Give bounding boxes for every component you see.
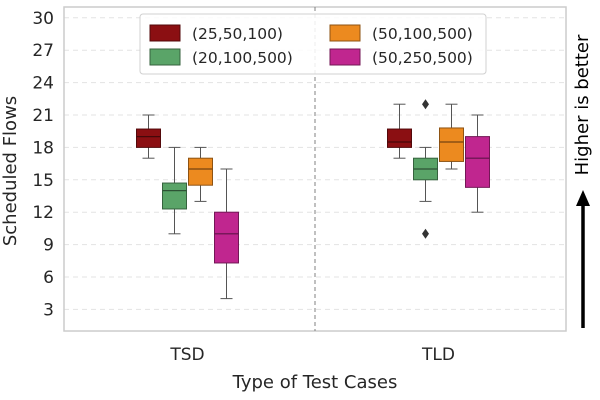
legend-label: (20,100,500) xyxy=(192,49,293,67)
box-tsd-series-3 xyxy=(188,146,213,202)
higher-is-better-label: Higher is better xyxy=(572,34,593,175)
box-tsd-series-2 xyxy=(162,146,187,235)
y-tick-label-21: 21 xyxy=(32,106,54,126)
legend-frame xyxy=(139,13,487,75)
box-tld-series-2 xyxy=(413,99,438,239)
box-tsd-series-1 xyxy=(136,114,161,159)
box-layer xyxy=(136,99,490,300)
y-tick-label-18: 18 xyxy=(32,138,54,158)
x-tick-labels: TSD TLD xyxy=(169,345,455,365)
x-tick-label-tld: TLD xyxy=(421,345,455,365)
box-body xyxy=(387,128,412,148)
x-tick-label-tsd: TSD xyxy=(169,345,204,365)
legend-item-2: (20,100,500) xyxy=(149,48,293,67)
legend-swatch xyxy=(149,24,181,42)
box-tsd-series-4 xyxy=(214,168,239,300)
box-tld-series-1 xyxy=(387,103,412,159)
y-tick-label-9: 9 xyxy=(43,236,54,256)
x-axis-label: Type of Test Cases xyxy=(232,372,398,393)
y-tick-label-24: 24 xyxy=(32,74,54,94)
outlier-marker-1 xyxy=(422,99,429,110)
higher-is-better-annotation: Higher is better xyxy=(572,34,593,328)
legend-item-1: (25,50,100) xyxy=(149,24,283,43)
y-tick-label-3: 3 xyxy=(43,300,54,320)
up-arrow-head-icon xyxy=(576,190,590,206)
legend-label: (50,100,500) xyxy=(372,25,473,43)
box-body xyxy=(439,127,464,162)
box-body xyxy=(162,182,187,210)
legend-item-3: (50,100,500) xyxy=(329,24,473,43)
legend-swatch xyxy=(329,24,361,42)
legend-items: (25,50,100) (20,100,500) (50,100,500) (50,2… xyxy=(149,24,473,67)
y-tick-label-12: 12 xyxy=(32,203,54,223)
y-tick-labels: 3 6 9 12 15 18 21 24 27 30 xyxy=(32,9,54,321)
box-body xyxy=(188,157,213,186)
y-tick-label-30: 30 xyxy=(32,9,54,29)
box-body xyxy=(136,128,161,148)
box-body xyxy=(465,136,490,188)
legend: (25,50,100) (20,100,500) (50,100,500) (50,2… xyxy=(139,13,487,75)
y-tick-label-27: 27 xyxy=(32,41,54,61)
box-tld-series-4 xyxy=(465,114,490,213)
legend-label: (50,250,500) xyxy=(372,49,473,67)
legend-label: (25,50,100) xyxy=(192,25,283,43)
y-axis-label: Scheduled Flows xyxy=(0,96,21,246)
box-body xyxy=(214,211,239,264)
legend-swatch xyxy=(329,48,361,66)
legend-item-4: (50,250,500) xyxy=(329,48,473,67)
outlier-marker-2 xyxy=(422,228,429,239)
y-tick-label-15: 15 xyxy=(32,171,54,191)
y-tick-label-6: 6 xyxy=(43,268,54,288)
legend-swatch xyxy=(149,48,181,66)
box-tld-series-3 xyxy=(439,103,464,170)
